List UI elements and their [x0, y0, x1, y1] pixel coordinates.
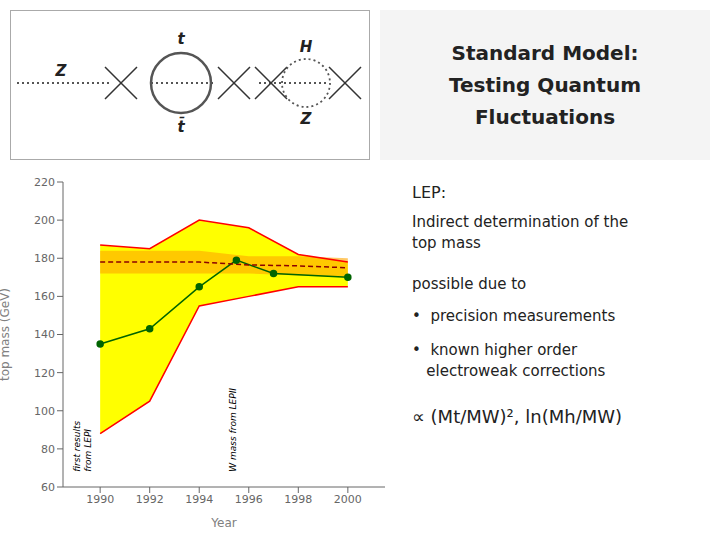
html-text:possible due to: possible due to — [412, 275, 527, 293]
svg-text:Z: Z — [55, 62, 68, 80]
svg-text:1998: 1998 — [284, 493, 312, 506]
svg-text:120: 120 — [34, 367, 55, 380]
html-text:• known higher order electrowe: • known higher order electroweak correct… — [412, 341, 606, 380]
svg-text:Year: Year — [210, 516, 236, 530]
html-text:LEP:: LEP: — [412, 183, 447, 202]
svg-text:60: 60 — [41, 481, 55, 494]
svg-text:1990: 1990 — [86, 493, 114, 506]
html-text:Standard Model: Testing Quantu: Standard Model: Testing Quantum Fluctuat… — [449, 41, 641, 129]
svg-text:80: 80 — [41, 443, 55, 456]
html-text:• precision measurements: • precision measurements — [412, 307, 616, 325]
html-text:∝ (Mt/MW)², ln(Mh/MW): ∝ (Mt/MW)², ln(Mh/MW) — [412, 406, 623, 427]
svg-text:t̄: t̄ — [177, 116, 185, 136]
svg-text:top mass (GeV): top mass (GeV) — [8, 288, 12, 381]
svg-text:100: 100 — [34, 405, 55, 418]
svg-text:220: 220 — [34, 176, 55, 189]
svg-text:1996: 1996 — [235, 493, 263, 506]
svg-text:W mass from LEPII: W mass from LEPII — [228, 388, 238, 472]
svg-text:t: t — [177, 30, 185, 48]
svg-text:first resultsfrom LEPI: first resultsfrom LEPI — [72, 420, 93, 471]
svg-text:H: H — [300, 38, 313, 56]
svg-text:1994: 1994 — [185, 493, 213, 506]
svg-text:Z: Z — [300, 110, 313, 128]
svg-text:1992: 1992 — [136, 493, 164, 506]
svg-text:200: 200 — [34, 214, 55, 227]
svg-text:160: 160 — [34, 290, 55, 303]
svg-text:180: 180 — [34, 252, 55, 265]
svg-text:2000: 2000 — [334, 493, 362, 506]
html-text:Indirect determination of the: Indirect determination of the top mass — [412, 213, 629, 252]
svg-text:140: 140 — [34, 328, 55, 341]
